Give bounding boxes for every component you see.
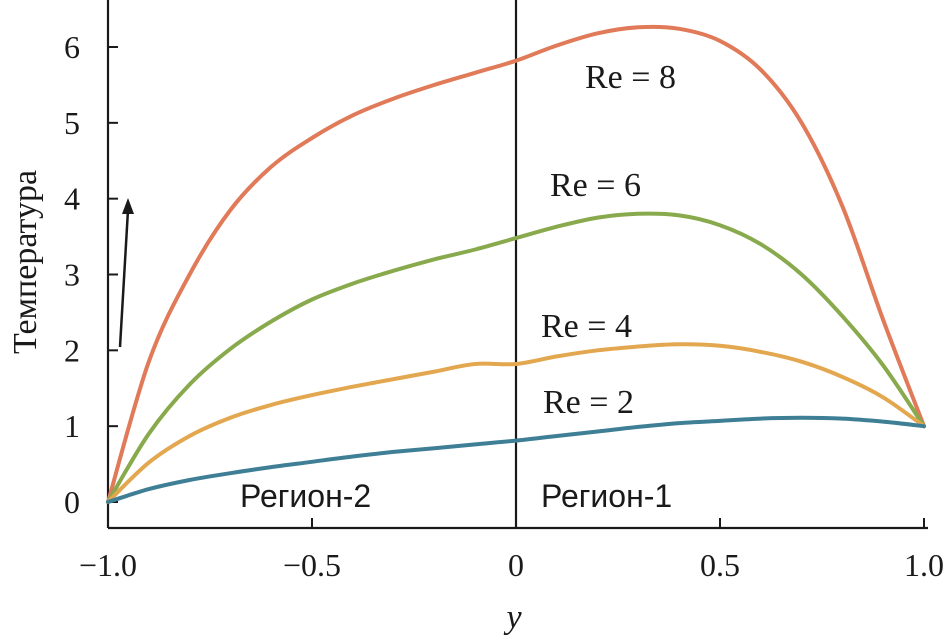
series-label-re-4: Re = 4: [541, 308, 632, 345]
y-tick-label: 6: [64, 29, 80, 65]
series-label-re-6: Re = 6: [550, 167, 641, 204]
x-tick-label: −0.5: [283, 547, 341, 583]
curves: [106, 24, 926, 504]
y-tick-label: 4: [64, 181, 80, 217]
x-tick-label: 0.5: [700, 547, 740, 583]
y-tick-label: 1: [64, 408, 80, 444]
series-label-re-2: Re = 2: [543, 384, 634, 421]
curve-re-4: [106, 342, 926, 504]
x-tick-label: 1.0: [904, 547, 944, 583]
y-axis-label: Температура: [7, 170, 44, 354]
region-2-label: Регион-2: [240, 478, 371, 514]
curve-re-2: [106, 415, 926, 504]
y-tick-label: 2: [64, 332, 80, 368]
curve-re-6: [106, 211, 926, 504]
curve-re-8: [106, 24, 926, 504]
region-1-label: Регион-1: [541, 478, 672, 514]
increasing-re-arrowhead: [122, 198, 134, 214]
y-tick-label: 3: [64, 257, 80, 293]
x-tick-label: −1.0: [79, 547, 137, 583]
series-label-re-8: Re = 8: [585, 59, 676, 96]
x-tick-label: 0: [508, 547, 524, 583]
y-tick-label: 0: [64, 484, 80, 520]
x-axis-label: y: [503, 599, 522, 636]
increasing-re-arrow: [118, 209, 130, 348]
y-tick-label: 5: [64, 105, 80, 141]
axes: 0 1 2 3 4 5 6 −1.0 −0.5 0 0.5 1.0: [64, 0, 944, 583]
series-labels: Re = 2 Re = 4 Re = 6 Re = 8: [541, 59, 676, 421]
